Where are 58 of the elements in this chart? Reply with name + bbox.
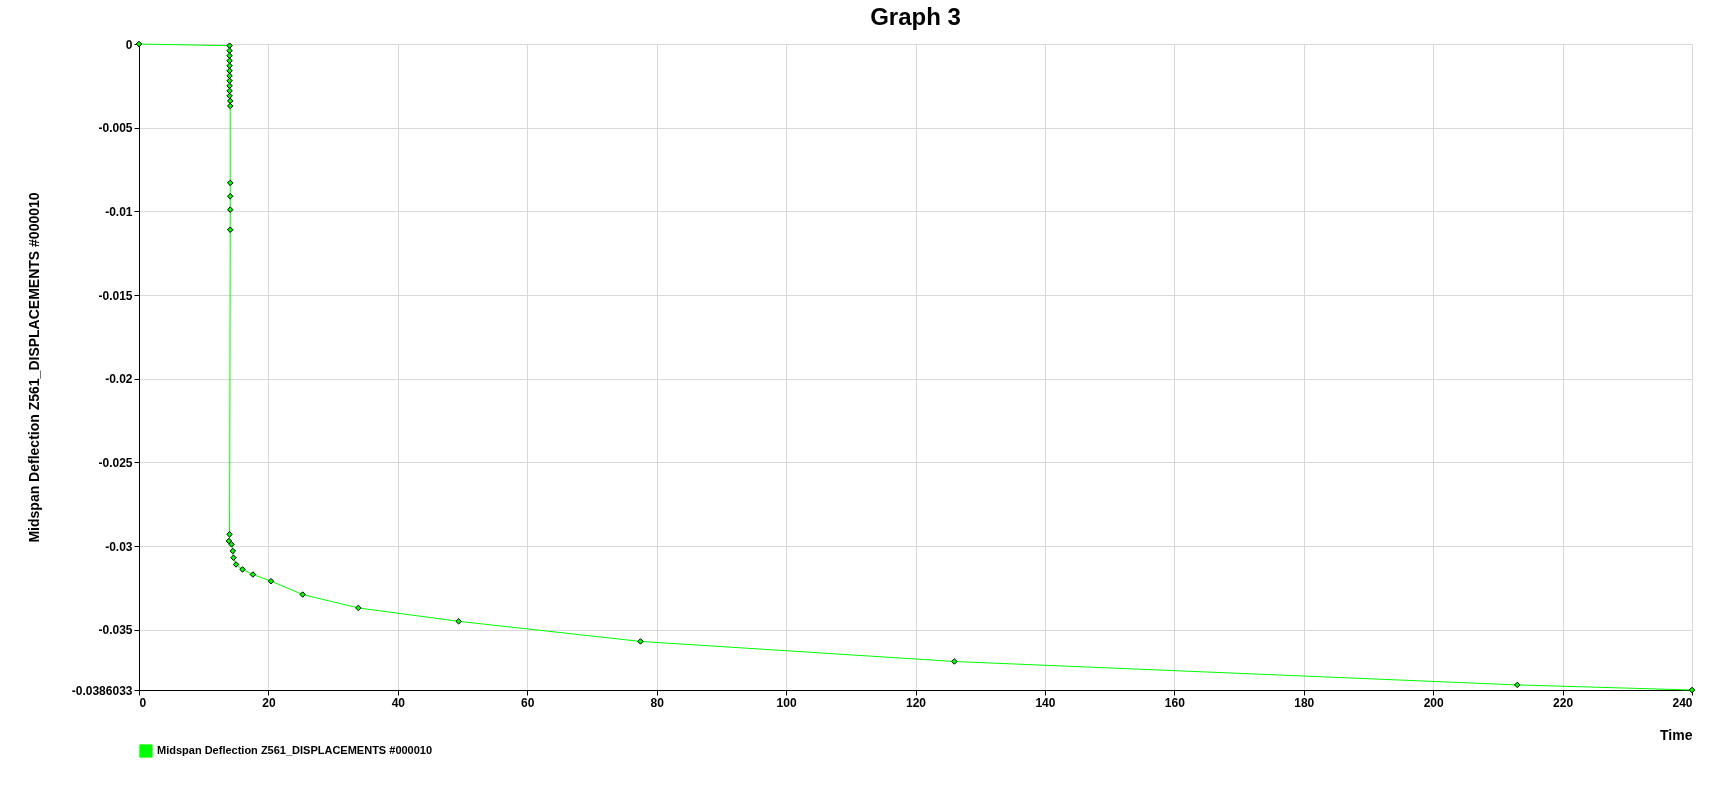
point [226,87,233,95]
legend-label: Midspan Deflection Z561_DISPLACEMENTS #000010 [157,744,433,756]
point [226,77,233,85]
x-tick-label: 20 [262,695,276,710]
y-tick-label: -0.005 [98,121,133,136]
chart-title: Graph 3 [870,3,961,30]
point [226,47,233,54]
point [226,62,233,69]
point [455,618,462,625]
point [637,638,644,645]
point [226,57,233,64]
point [226,82,233,90]
y-axis-title: Midspan Deflection Z561_DISPLACEMENTS #000010 [25,192,42,543]
x-tick-label: 180 [1294,695,1315,710]
x-tick-label: 140 [1035,695,1056,710]
point [228,541,235,548]
x-tick-label: 60 [521,695,535,710]
point [226,52,233,59]
x-tick-label: 160 [1164,695,1186,710]
x-tick-label: 200 [1423,695,1444,710]
x-tick-label: 40 [391,695,406,710]
x-tick-label: 120 [905,695,927,710]
point [951,658,958,665]
point [226,531,233,538]
point [355,604,362,612]
point [226,42,233,49]
point [225,537,233,545]
point [227,97,234,105]
point [226,92,233,100]
x-axis-title: Time [1660,726,1693,743]
y-tick-label: -0.0386033 [71,683,133,698]
point [227,193,234,200]
y-tick-label: 0 [125,37,133,52]
point [232,561,240,568]
point [227,226,234,233]
x-tick-label: 0 [139,695,147,710]
point [227,102,234,110]
x-tick-label: 80 [650,695,665,710]
point [249,571,257,578]
point [230,554,237,561]
point [299,591,306,598]
point [227,206,234,213]
point [229,547,237,555]
point [239,566,246,573]
point [227,179,234,187]
point [1514,681,1521,689]
point [226,67,233,75]
x-tick-label: 100 [776,695,797,710]
x-tick-label: 240 [1672,695,1693,710]
point [267,577,275,585]
y-tick-label: -0.015 [98,288,133,303]
y-tick-label: -0.02 [105,372,133,387]
y-tick-label: -0.035 [98,623,133,638]
y-tick-label: -0.01 [105,204,133,219]
y-tick-label: -0.025 [98,455,133,470]
x-tick-label: 220 [1553,695,1574,710]
point [226,72,233,80]
y-tick-label: -0.03 [105,539,133,554]
